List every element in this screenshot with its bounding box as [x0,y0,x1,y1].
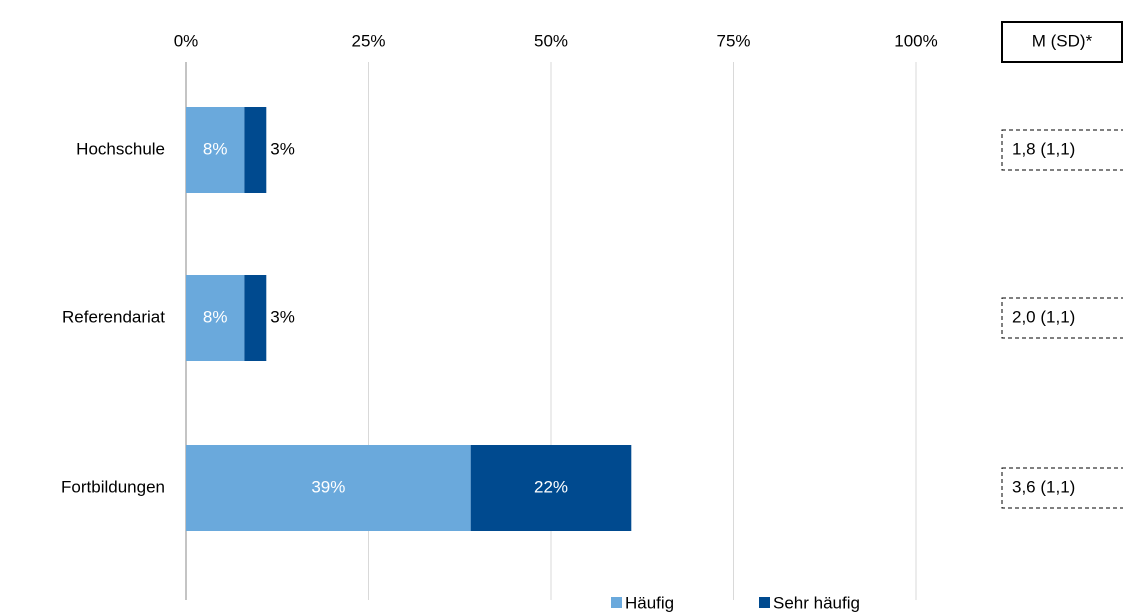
bar-segment [470,445,632,531]
legend-swatch [611,597,622,608]
value-label: 22% [534,477,568,496]
x-tick-label: 25% [351,31,385,50]
y-tick-label: Referendariat [62,307,165,326]
stat-box [1001,129,1123,171]
stat-box [1001,467,1123,509]
legend-label: Häufig [625,593,674,612]
y-tick-label: Fortbildungen [61,477,165,496]
value-label: 3% [270,307,295,326]
legend-label: Sehr häufig [773,593,860,612]
value-label: 8% [203,307,228,326]
x-tick-label: 75% [716,31,750,50]
x-tick-label: 0% [174,31,199,50]
bar-segment [186,275,245,361]
stat-label: 3,6 (1,1) [1012,477,1075,496]
bar-segment [186,107,245,193]
stat-label: 1,8 (1,1) [1012,139,1075,158]
stat-box [1001,297,1123,339]
stat-label: 2,0 (1,1) [1012,307,1075,326]
value-label: 39% [311,477,345,496]
value-label: 8% [203,139,228,158]
bar-segment [186,445,471,531]
value-label: 3% [270,139,295,158]
bar-segment [244,107,267,193]
x-tick-label: 50% [534,31,568,50]
header-label: M (SD)* [1032,31,1093,50]
x-tick-label: 100% [894,31,937,50]
y-tick-label: Hochschule [76,139,165,158]
header-box [1001,21,1123,63]
legend-swatch [759,597,770,608]
bar-segment [244,275,267,361]
